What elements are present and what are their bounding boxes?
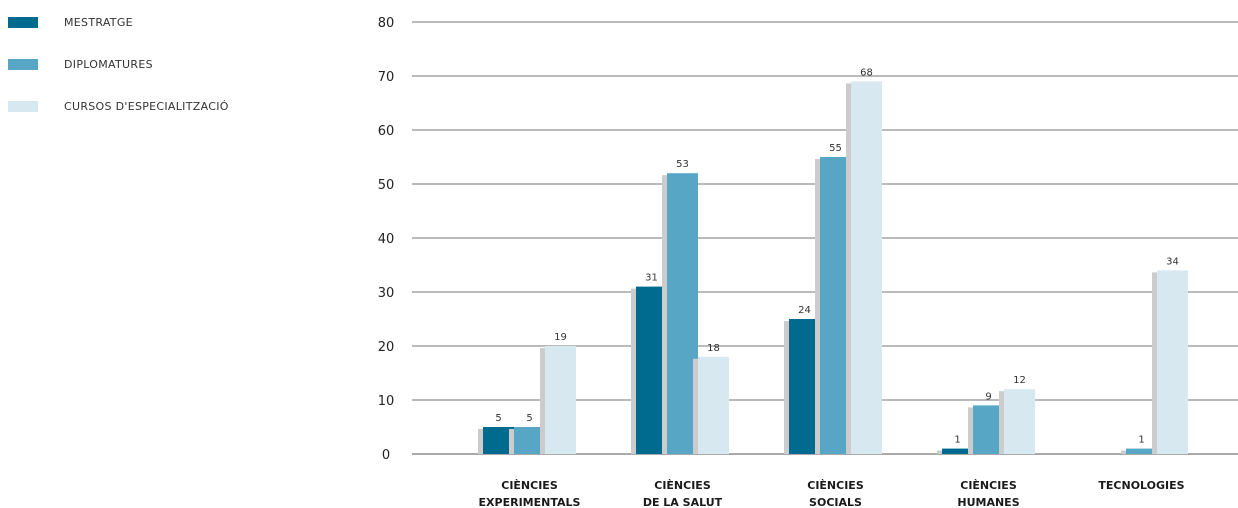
legend-label-cursos: CURSOS D'ESPECIALITZACIÓ: [64, 99, 229, 113]
legend-label-diplomatures: DIPLOMATURES: [64, 57, 153, 71]
category-label-3-0: CIÈNCIES: [960, 479, 1017, 492]
bar-1-0: [636, 286, 667, 454]
legend-item-cursos: CURSOS D'ESPECIALITZACIÓ: [8, 96, 229, 116]
data-label-0-0: 5: [495, 413, 501, 424]
bar-3-2: [1004, 389, 1035, 454]
bar-shadow-3-2: [999, 391, 1004, 454]
bar-0-2: [545, 346, 576, 454]
category-label-1-0: CIÈNCIES: [654, 479, 711, 492]
data-label-3-0: 1: [954, 435, 960, 446]
category-label-2-1: SOCIALS: [809, 496, 862, 508]
bar-shadow-0-2: [540, 348, 545, 454]
legend-swatch-diplomatures: [8, 58, 38, 70]
bar-3-1: [973, 405, 1004, 454]
data-label-1-2: 18: [707, 343, 720, 354]
bar-3-0: [942, 448, 973, 454]
bar-shadow-1-2: [693, 358, 698, 454]
bar-4-1: [1126, 448, 1157, 454]
bar-1-2: [698, 356, 729, 454]
y-tick-label-50: 50: [378, 178, 395, 193]
data-label-2-0: 24: [798, 305, 811, 316]
y-tick-label-20: 20: [378, 340, 395, 355]
data-label-3-1: 9: [985, 391, 991, 402]
bar-shadow-0-1: [509, 429, 514, 454]
y-tick-label-40: 40: [378, 232, 395, 247]
bar-1-1: [667, 173, 698, 454]
bar-shadow-2-2: [846, 83, 851, 455]
bar-shadow-2-0: [784, 321, 789, 454]
y-tick-label-60: 60: [378, 124, 395, 139]
bar-2-2: [851, 81, 882, 455]
legend-swatch-mestratge: [8, 16, 38, 28]
y-tick-label-70: 70: [378, 70, 395, 85]
legend: MESTRATGE DIPLOMATURES CURSOS D'ESPECIAL…: [8, 12, 229, 138]
category-label-2-0: CIÈNCIES: [807, 479, 864, 492]
bar-2-1: [820, 157, 851, 454]
data-label-1-1: 53: [676, 159, 689, 170]
bar-shadow-1-0: [631, 288, 636, 454]
bar-shadow-4-1: [1121, 450, 1126, 454]
bar-4-2: [1157, 270, 1188, 454]
y-tick-label-80: 80: [378, 16, 395, 31]
y-tick-label-10: 10: [378, 394, 395, 409]
data-label-4-2: 34: [1166, 256, 1179, 267]
data-label-4-1: 1: [1138, 435, 1144, 446]
data-label-2-1: 55: [829, 143, 842, 154]
legend-label-mestratge: MESTRATGE: [64, 15, 133, 29]
bar-0-0: [483, 427, 514, 454]
data-label-0-2: 19: [554, 332, 567, 343]
category-label-1-1: DE LA SALUT: [643, 496, 723, 508]
data-label-1-0: 31: [645, 273, 658, 284]
y-tick-label-30: 30: [378, 286, 395, 301]
category-label-0-0: CIÈNCIES: [501, 479, 558, 492]
data-label-0-1: 5: [526, 413, 532, 424]
bar-shadow-4-2: [1152, 272, 1157, 454]
legend-item-mestratge: MESTRATGE: [8, 12, 229, 32]
y-tick-label-0: 0: [382, 448, 390, 463]
bar-shadow-0-0: [478, 429, 483, 454]
data-label-3-2: 12: [1013, 375, 1026, 386]
legend-item-diplomatures: DIPLOMATURES: [8, 54, 229, 74]
data-label-2-2: 68: [860, 67, 873, 78]
legend-swatch-cursos: [8, 100, 38, 112]
bar-0-1: [514, 427, 545, 454]
bar-shadow-3-0: [937, 450, 942, 454]
category-label-4-0: TECNOLOGIES: [1098, 479, 1184, 492]
bar-shadow-2-1: [815, 159, 820, 454]
category-label-0-1: EXPERIMENTALS: [479, 496, 581, 508]
bar-shadow-3-1: [968, 407, 973, 454]
bar-shadow-1-1: [662, 175, 667, 454]
bar-2-0: [789, 319, 820, 454]
category-label-3-1: HUMANES: [957, 496, 1019, 508]
